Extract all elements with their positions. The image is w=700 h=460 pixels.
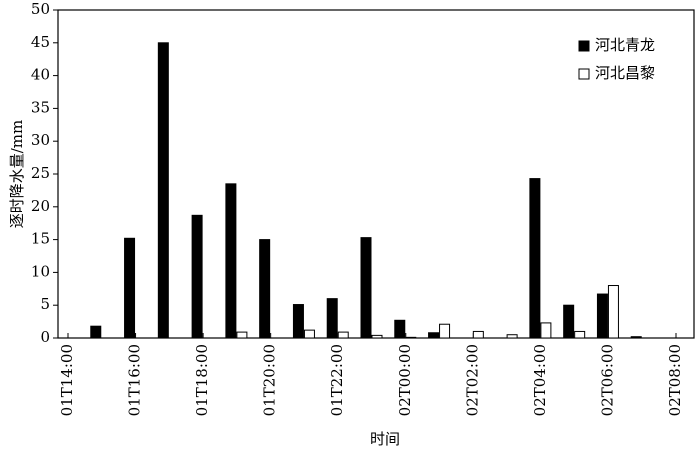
bar xyxy=(563,304,575,339)
y-tick-label: 10 xyxy=(31,262,50,280)
bar xyxy=(90,325,102,339)
bar xyxy=(596,293,608,339)
bar xyxy=(394,319,406,339)
bar xyxy=(157,42,169,339)
bar xyxy=(191,214,203,339)
bar xyxy=(236,331,248,339)
legend-label: 河北昌黎 xyxy=(595,64,655,82)
bar xyxy=(337,331,349,339)
x-tick-label: 01T18:00 xyxy=(193,344,211,416)
y-tick-label: 35 xyxy=(31,98,50,116)
y-tick-label: 50 xyxy=(31,0,50,18)
legend-swatch xyxy=(578,68,590,80)
bar xyxy=(607,285,619,339)
x-tick-label: 02T04:00 xyxy=(531,344,549,416)
bar xyxy=(506,334,518,339)
bar xyxy=(360,237,372,339)
bar xyxy=(630,336,642,339)
y-tick-label: 45 xyxy=(31,33,50,51)
x-tick-label: 01T16:00 xyxy=(126,344,144,416)
bar xyxy=(472,330,484,339)
legend-swatch xyxy=(578,40,590,52)
x-tick-label: 02T06:00 xyxy=(598,344,616,416)
x-tick-label: 01T14:00 xyxy=(58,344,76,416)
y-tick-label: 40 xyxy=(31,66,50,84)
legend-label: 河北青龙 xyxy=(595,36,655,54)
y-tick-label: 20 xyxy=(31,197,50,215)
y-tick-label: 5 xyxy=(40,295,50,313)
x-tick-label: 01T20:00 xyxy=(261,344,279,416)
y-tick-label: 25 xyxy=(31,164,50,182)
bar xyxy=(326,298,338,339)
bar xyxy=(371,334,383,339)
bar xyxy=(540,322,552,339)
bar xyxy=(292,304,304,339)
x-axis-label: 时间 xyxy=(370,430,400,448)
x-tick-label: 02T00:00 xyxy=(396,344,414,416)
x-tick-label: 01T22:00 xyxy=(328,344,346,416)
plot-frame xyxy=(57,9,695,339)
bar xyxy=(439,323,451,339)
y-tick-label: 0 xyxy=(40,328,50,346)
x-tick-label: 02T02:00 xyxy=(463,344,481,416)
bar xyxy=(225,183,237,339)
bar xyxy=(124,237,136,339)
y-tick-label: 30 xyxy=(31,131,50,149)
bar xyxy=(259,239,271,339)
bar xyxy=(405,336,417,339)
bar xyxy=(574,330,586,339)
y-axis-label: 逐时降水量/mm xyxy=(8,120,26,229)
bar xyxy=(529,178,541,339)
bar xyxy=(428,332,440,339)
x-tick-label: 02T08:00 xyxy=(666,344,684,416)
y-tick-label: 15 xyxy=(31,230,50,248)
bar xyxy=(303,329,315,339)
